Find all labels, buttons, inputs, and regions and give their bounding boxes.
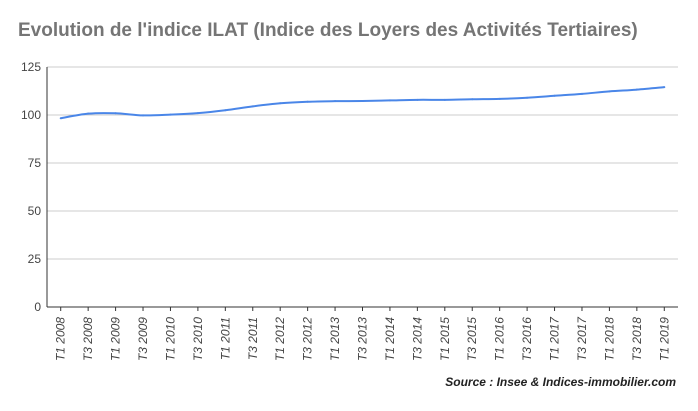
data-point	[608, 90, 611, 93]
data-points	[59, 86, 666, 120]
x-tick-label: T1 2016	[493, 317, 507, 361]
x-tick-label: T3 2014	[410, 317, 424, 361]
x-tick-label: T1 2008	[54, 317, 68, 361]
x-tick-label: T3 2016	[520, 317, 534, 361]
series-line	[60, 86, 665, 120]
data-point	[306, 100, 309, 103]
data-point	[169, 113, 172, 116]
x-tick-label: T1 2009	[109, 317, 123, 361]
data-point	[361, 99, 364, 102]
x-tick-label: T3 2015	[465, 317, 479, 361]
x-tick-label: T3 2012	[301, 317, 315, 361]
x-tick-label: T3 2008	[81, 317, 95, 361]
axes	[46, 67, 678, 311]
data-point	[196, 112, 199, 115]
y-tick-label: 125	[21, 60, 41, 74]
chart-title: Evolution de l'indice ILAT (Indice des L…	[18, 20, 638, 41]
data-point	[471, 98, 474, 101]
source-note: Source : Insee & Indices-immobilier.com	[445, 375, 676, 389]
data-point	[59, 117, 62, 120]
x-tick-label: T3 2013	[356, 317, 370, 361]
data-point	[224, 109, 227, 112]
data-point	[635, 88, 638, 91]
x-tick-label: T1 2010	[163, 317, 177, 361]
y-tick-label: 0	[34, 300, 41, 314]
data-point	[663, 86, 666, 89]
x-tick-label: T1 2015	[438, 317, 452, 361]
grid-lines	[47, 66, 678, 260]
data-point	[553, 94, 556, 97]
data-point	[334, 100, 337, 103]
data-point	[114, 112, 117, 115]
y-tick-label: 25	[28, 252, 42, 266]
data-point	[416, 98, 419, 101]
x-tick-label: T3 2009	[136, 317, 150, 361]
y-tick-label: 100	[21, 108, 41, 122]
x-tick-label: T1 2017	[548, 316, 562, 361]
data-point	[251, 105, 254, 108]
y-tick-label: 50	[28, 204, 42, 218]
y-tick-label: 75	[28, 156, 42, 170]
x-tick-label: T1 2013	[328, 317, 342, 361]
data-point	[580, 92, 583, 95]
x-tick-label: T3 2018	[630, 317, 644, 361]
x-tick-label: T1 2011	[218, 317, 232, 360]
data-point	[87, 112, 90, 115]
data-point	[279, 102, 282, 105]
y-tick-labels: 0 25 50 75 100 125	[21, 60, 41, 314]
x-tick-label: T3 2010	[191, 317, 205, 361]
x-tick-labels: T1 2008 T3 2008 T1 2009 T3 2009 T1 2010 T3 20…	[54, 316, 672, 361]
data-point	[526, 96, 529, 99]
x-tick-label: T3 2017	[575, 316, 589, 361]
x-tick-label: T3 2011	[246, 317, 260, 360]
x-tick-label: T1 2018	[602, 317, 616, 361]
data-point	[443, 98, 446, 101]
x-tick-label: T1 2012	[273, 317, 287, 361]
x-tick-label: T1 2014	[383, 317, 397, 361]
data-point	[142, 114, 145, 117]
data-point	[388, 99, 391, 102]
x-tick-label: T1 2019	[657, 317, 671, 361]
data-point	[498, 97, 501, 100]
series-lines	[60, 86, 665, 120]
